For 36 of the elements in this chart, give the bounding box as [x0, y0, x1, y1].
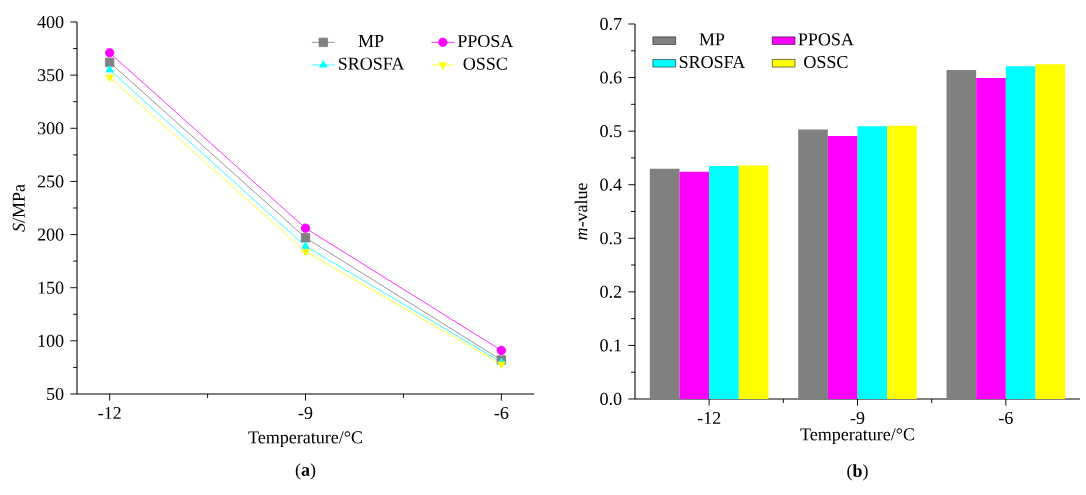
y-axis-title: m-value: [574, 183, 588, 240]
x-tick-label: -6: [999, 411, 1013, 424]
y-axis-title: S/MPa: [12, 184, 25, 232]
legend-label: PPOSA: [798, 33, 854, 46]
text: (a): [295, 463, 316, 480]
y-tick-label: 0.3: [600, 232, 622, 245]
y-tick-label: 50: [47, 387, 64, 401]
legend-label: MP: [699, 33, 725, 46]
legend-label: PPOSA: [457, 35, 514, 48]
x-axis-title: Temperature/°C: [800, 428, 914, 445]
x-tick-label: -9: [298, 406, 313, 419]
y-tick-label: 300: [37, 122, 64, 135]
legend-label: OSSC: [463, 57, 507, 70]
text: (b): [847, 464, 868, 481]
y-tick-label: 0.6: [600, 71, 622, 84]
y-tick-label: 0.7: [600, 17, 622, 31]
y-tick-label: 100: [38, 334, 64, 347]
x-tick-label: -9: [850, 411, 865, 424]
legend-label: SROSFA: [679, 55, 746, 69]
y-tick-label: 0.0: [600, 392, 622, 406]
y-tick-label: 0.2: [600, 285, 622, 298]
x-axis-title: Temperature/°C: [248, 431, 362, 448]
y-tick-label: 150: [38, 281, 64, 294]
legend-label: SROSFA: [338, 57, 405, 70]
x-tick-label: -12: [98, 406, 121, 419]
y-tick-label: 250: [37, 175, 64, 188]
y-tick-label: 0.5: [600, 125, 622, 138]
legend-label: MP: [358, 35, 384, 47]
y-tick-label: 0.4: [600, 178, 622, 191]
y-tick-label: 200: [37, 228, 64, 241]
y-tick-label: 350: [37, 69, 64, 82]
x-tick-label: -12: [697, 411, 721, 424]
y-tick-label: 0.1: [600, 339, 621, 352]
legend-label: OSSC: [804, 55, 848, 69]
y-tick-label: 400: [37, 15, 64, 29]
x-tick-label: -6: [494, 406, 509, 419]
